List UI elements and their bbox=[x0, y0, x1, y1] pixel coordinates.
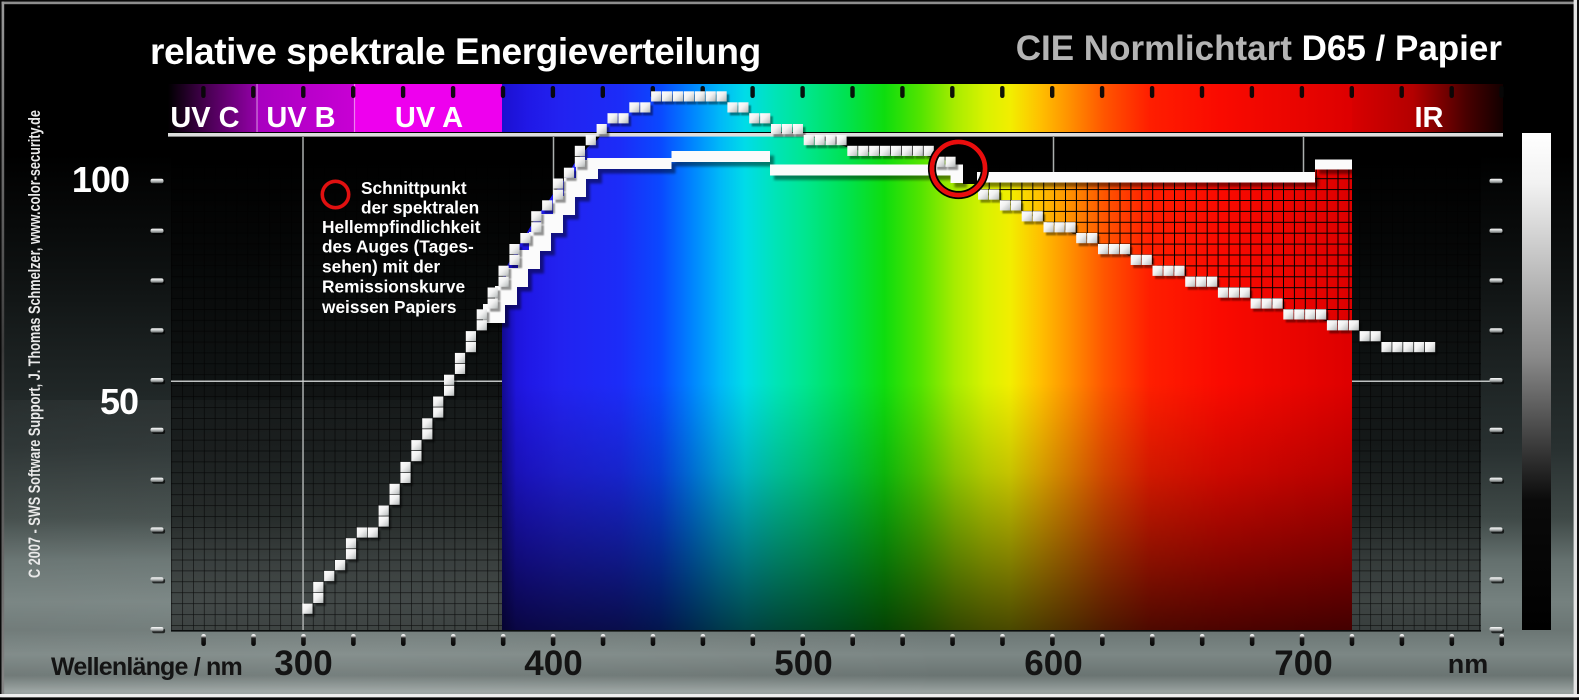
svg-text:sehen) mit der: sehen) mit der bbox=[322, 257, 440, 277]
svg-text:100: 100 bbox=[72, 159, 129, 200]
svg-text:der spektralen: der spektralen bbox=[361, 198, 479, 218]
svg-text:700: 700 bbox=[1274, 644, 1332, 683]
svg-text:C 2007 - SWS Software Support,: C 2007 - SWS Software Support, J. Thomas… bbox=[25, 110, 44, 578]
svg-text:Schnittpunkt: Schnittpunkt bbox=[361, 178, 467, 198]
svg-text:50: 50 bbox=[100, 381, 138, 422]
svg-text:500: 500 bbox=[774, 644, 832, 683]
svg-text:IR: IR bbox=[1415, 102, 1444, 134]
svg-text:weissen Papiers: weissen Papiers bbox=[321, 297, 457, 317]
svg-text:600: 600 bbox=[1024, 644, 1082, 683]
svg-text:nm: nm bbox=[1448, 649, 1489, 679]
svg-text:CIE Normlichtart D65 / Papier: CIE Normlichtart D65 / Papier bbox=[1016, 29, 1503, 68]
svg-text:300: 300 bbox=[274, 644, 332, 683]
svg-text:UV A: UV A bbox=[395, 102, 463, 134]
svg-text:Hellempfindlichkeit: Hellempfindlichkeit bbox=[322, 217, 481, 237]
svg-text:400: 400 bbox=[524, 644, 582, 683]
svg-text:Remissionskurve: Remissionskurve bbox=[322, 277, 466, 297]
svg-text:Wellenlänge / nm: Wellenlänge / nm bbox=[51, 653, 242, 681]
svg-text:UV C: UV C bbox=[170, 102, 239, 134]
svg-text:des Auges (Tages-: des Auges (Tages- bbox=[322, 237, 474, 257]
svg-text:relative spektrale Energievert: relative spektrale Energieverteilung bbox=[150, 31, 761, 72]
svg-text:UV B: UV B bbox=[266, 102, 335, 134]
